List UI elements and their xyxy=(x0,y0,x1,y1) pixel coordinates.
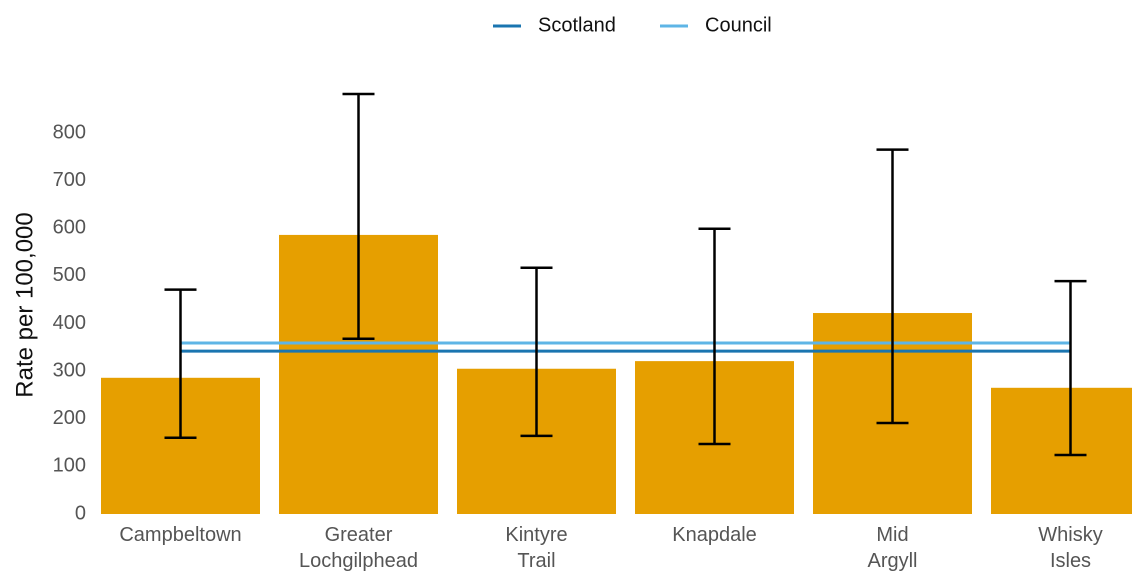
y-tick-label: 0 xyxy=(75,502,86,524)
y-tick-label: 300 xyxy=(53,359,86,381)
legend-label: Scotland xyxy=(538,14,616,36)
y-tick-label: 100 xyxy=(53,455,86,477)
error-bar xyxy=(698,227,731,446)
y-tick-label: 700 xyxy=(53,169,86,191)
x-tick-label: Whisky Isles xyxy=(1038,524,1102,572)
x-tick-label: Mid Argyll xyxy=(867,524,917,572)
x-tick-label: Campbeltown xyxy=(119,524,241,546)
x-tick-label: Knapdale xyxy=(672,524,757,546)
error-bar xyxy=(342,92,375,340)
y-tick-label: 600 xyxy=(53,217,86,239)
y-tick-label: 500 xyxy=(53,264,86,286)
x-tick-label: Greater Lochgilphead xyxy=(299,524,418,572)
y-tick-label: 200 xyxy=(53,407,86,429)
error-bar xyxy=(520,266,553,438)
legend-label: Council xyxy=(705,14,772,36)
y-axis-label: Rate per 100,000 xyxy=(11,212,38,397)
y-tick-label: 800 xyxy=(53,121,86,143)
error-bar xyxy=(1054,279,1087,457)
error-bar xyxy=(876,148,909,425)
x-tick-label: Kintyre Trail xyxy=(505,524,567,572)
bar xyxy=(991,387,1132,514)
y-tick-label: 400 xyxy=(53,312,86,334)
error-bar xyxy=(164,288,197,440)
